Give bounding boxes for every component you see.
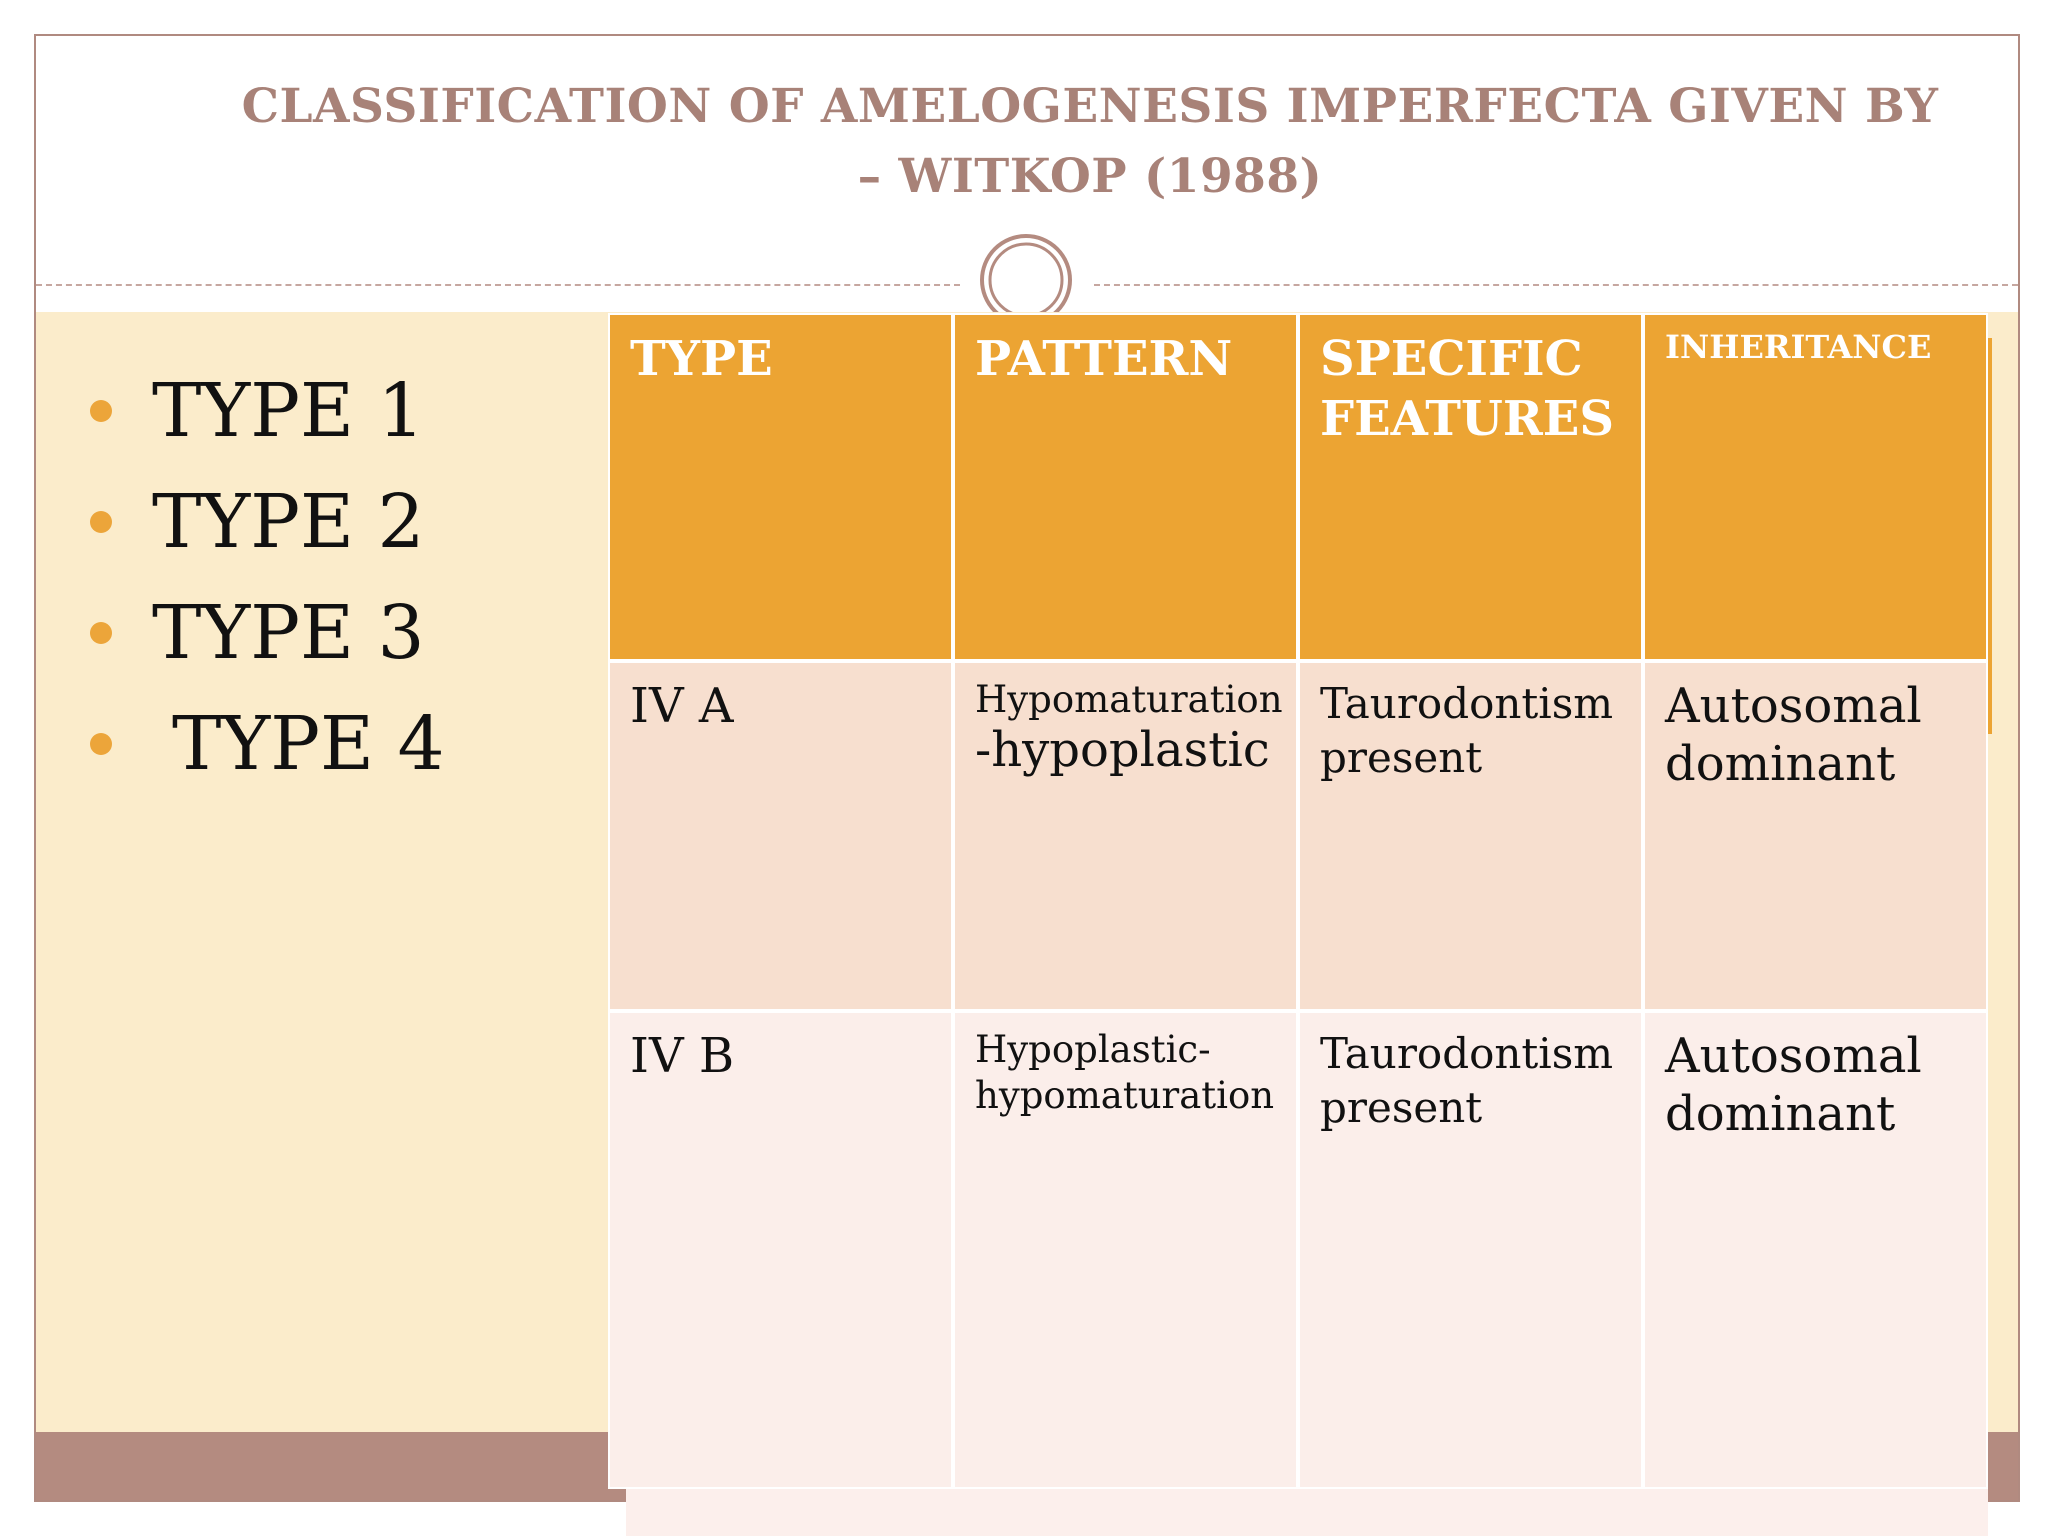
header-inheritance: INHERITANCE xyxy=(1643,313,1988,661)
cell-features-iv-b: Taurodontism present xyxy=(1298,1011,1643,1489)
slide-title-line-1: CLASSIFICATION OF AMELOGENESIS IMPERFECT… xyxy=(241,79,1939,134)
bullet-label: TYPE 3 xyxy=(152,589,425,676)
cell-pattern-iv-b: Hypoplastic- hypomaturation xyxy=(953,1011,1298,1489)
bullet-item-type-2: TYPE 2 xyxy=(90,466,445,577)
slide-title: CLASSIFICATION OF AMELOGENESIS IMPERFECT… xyxy=(180,72,2000,212)
header-type: TYPE xyxy=(608,313,953,661)
bullet-dot-icon xyxy=(90,621,112,644)
header-specific-features: SPECIFIC FEATURES xyxy=(1298,313,1643,661)
pattern-line-2: hypomaturation xyxy=(975,1074,1275,1117)
pattern-line-1: Hypomaturation xyxy=(975,678,1283,721)
slide-title-line-2: – WITKOP (1988) xyxy=(857,149,1323,204)
cell-type-iv-a: IV A xyxy=(608,661,953,1011)
cell-inheritance-iv-b: Autosomal dominant xyxy=(1643,1011,1988,1489)
bullet-dot-icon xyxy=(90,732,112,755)
pattern-line-2: -hypoplastic xyxy=(975,722,1270,778)
bullet-item-type-4: TYPE 4 xyxy=(90,688,445,799)
cell-pattern-iv-a: Hypomaturation -hypoplastic xyxy=(953,661,1298,1011)
title-divider-left xyxy=(36,284,960,286)
header-pattern: PATTERN xyxy=(953,313,1298,661)
classification-table: TYPE PATTERN SPECIFIC FEATURES INHERITAN… xyxy=(608,313,1988,1489)
bullet-label: TYPE 2 xyxy=(152,478,425,565)
cell-features-iv-a: Taurodontism present xyxy=(1298,661,1643,1011)
bullet-item-type-3: TYPE 3 xyxy=(90,577,445,688)
bullet-dot-icon xyxy=(90,510,112,533)
bullet-item-type-1: TYPE 1 xyxy=(90,355,445,466)
bullet-label: TYPE 4 xyxy=(172,700,445,787)
table-right-accent xyxy=(1988,338,1992,734)
type-bullet-list: TYPE 1 TYPE 2 TYPE 3 TYPE 4 xyxy=(90,355,445,799)
cell-type-iv-b: IV B xyxy=(608,1011,953,1489)
cell-inheritance-iv-a: Autosomal dominant xyxy=(1643,661,1988,1011)
bullet-label: TYPE 1 xyxy=(152,367,425,454)
title-divider-right xyxy=(1094,284,2018,286)
bullet-dot-icon xyxy=(90,399,112,422)
pattern-line-1: Hypoplastic- xyxy=(975,1028,1211,1071)
